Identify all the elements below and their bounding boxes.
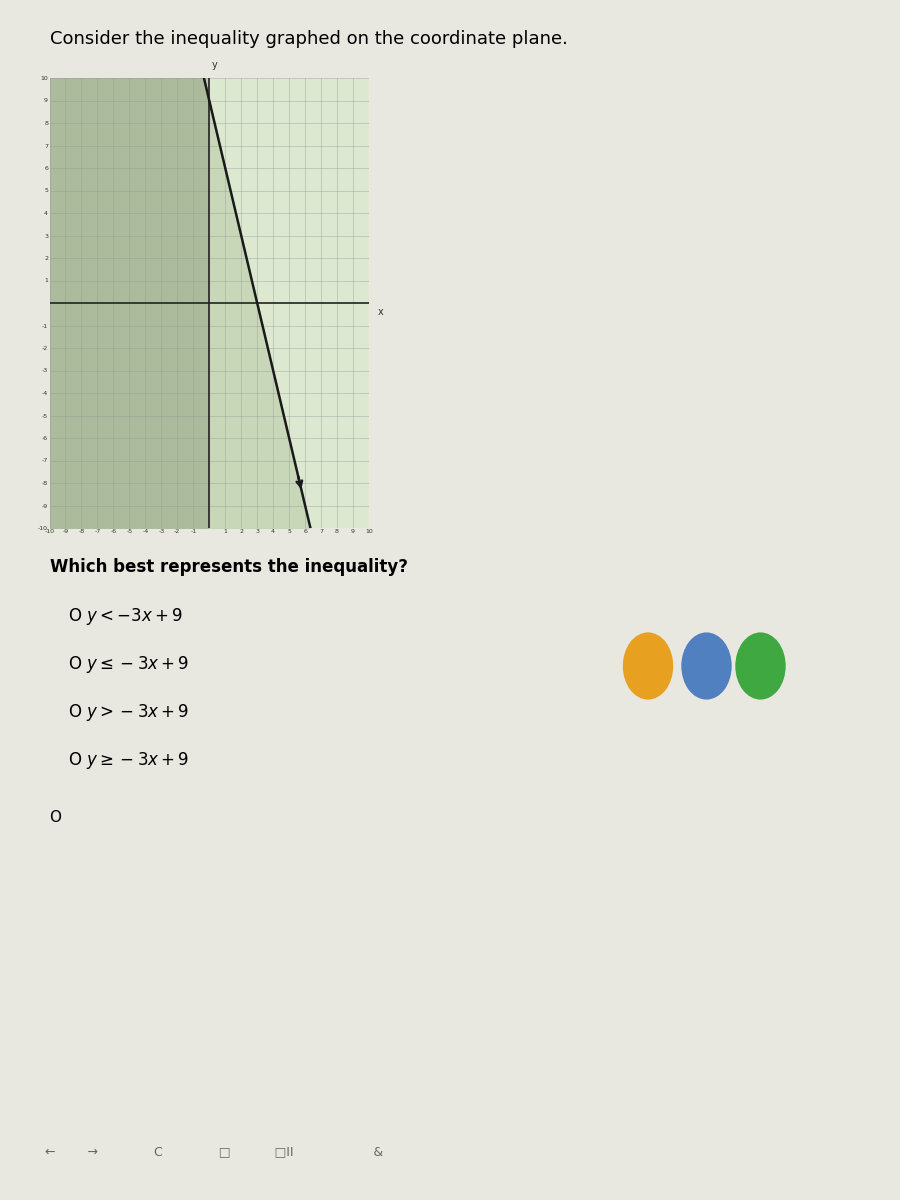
Bar: [50, 78, 209, 528]
Text: $\mathrm{O}\ y \geq -3x + 9$: $\mathrm{O}\ y \geq -3x + 9$: [68, 750, 189, 770]
Text: O: O: [50, 810, 61, 826]
Text: $\mathrm{O}\ y > -3x + 9$: $\mathrm{O}\ y > -3x + 9$: [68, 702, 189, 722]
Text: Which best represents the inequality?: Which best represents the inequality?: [50, 558, 408, 576]
Text: ←        →              C              □           □II                    &: ← → C □ □II &: [45, 1145, 383, 1158]
Text: y: y: [212, 60, 218, 70]
Text: Consider the inequality graphed on the coordinate plane.: Consider the inequality graphed on the c…: [50, 30, 567, 48]
Text: $\mathrm{O}\ y < -3x + 9$: $\mathrm{O}\ y < -3x + 9$: [68, 606, 183, 626]
Text: x: x: [377, 307, 383, 317]
Text: $\mathrm{O}\ y \leq -3x + 9$: $\mathrm{O}\ y \leq -3x + 9$: [68, 654, 189, 674]
